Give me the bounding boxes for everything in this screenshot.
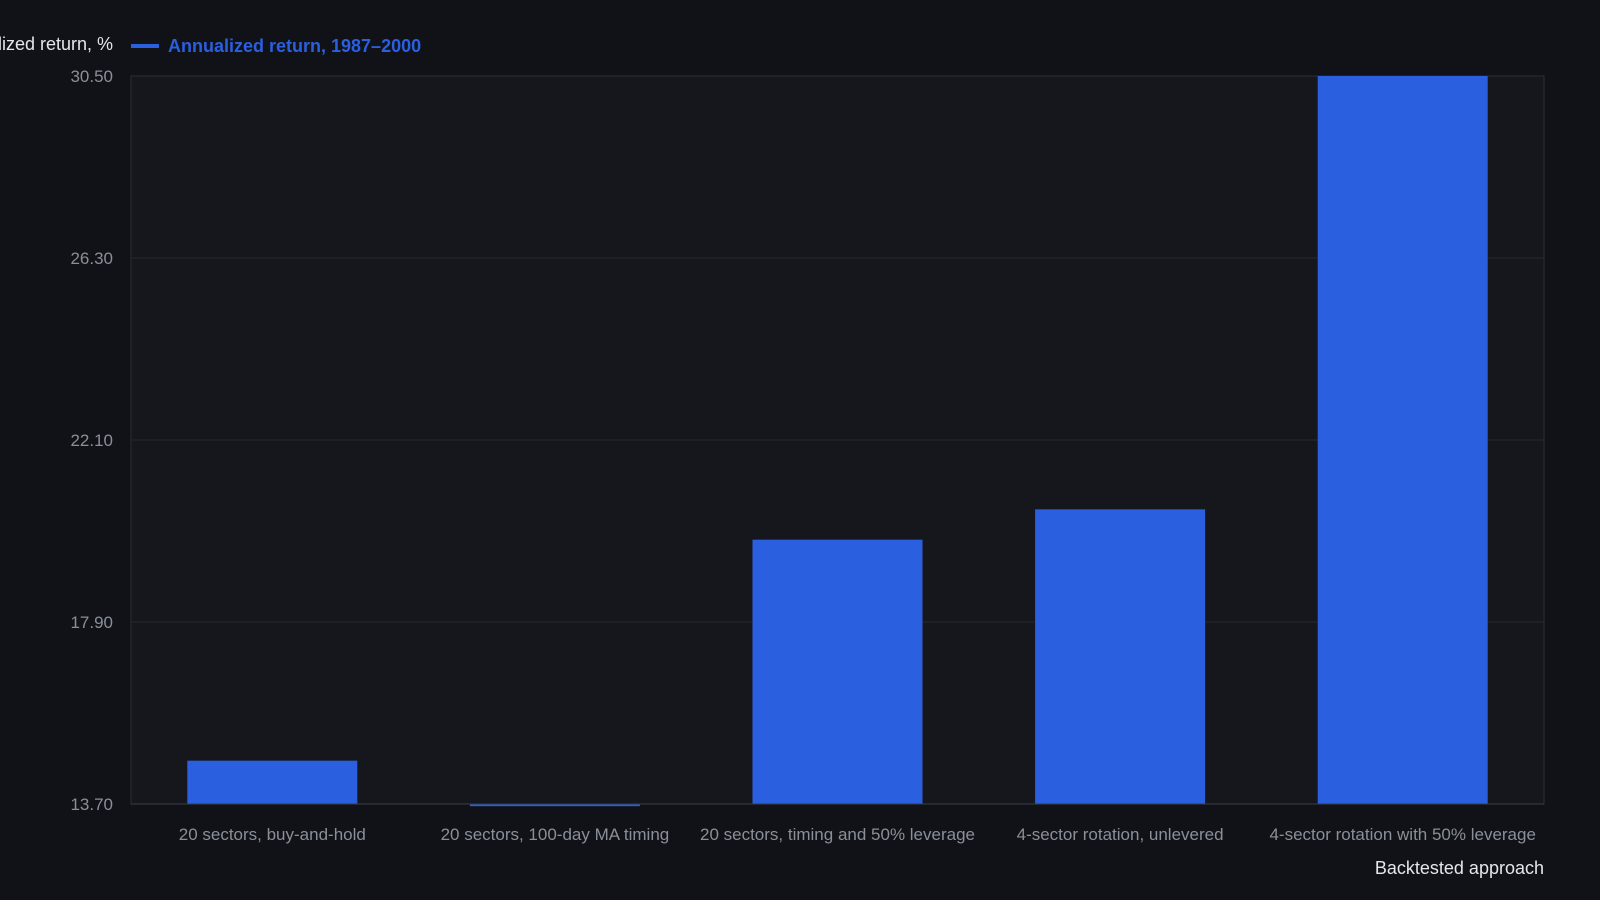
y-axis-title: Annualized return, %	[0, 34, 113, 54]
bar[interactable]	[1317, 76, 1488, 804]
legend-label: Annualized return, 1987–2000	[168, 36, 421, 56]
x-category-label: 20 sectors, timing and 50% leverage	[700, 825, 975, 844]
bar[interactable]	[187, 760, 358, 804]
y-tick-label: 22.10	[70, 431, 113, 450]
x-category-label: 20 sectors, buy-and-hold	[179, 825, 366, 844]
y-tick-label: 30.50	[70, 67, 113, 86]
legend: Annualized return, 1987–2000	[131, 36, 421, 56]
x-category-labels: 20 sectors, buy-and-hold 20 sectors, 100-…	[179, 825, 1536, 844]
y-tick-label: 26.30	[70, 249, 113, 268]
bar[interactable]	[752, 539, 923, 804]
y-tick-labels: 13.70 17.90 22.10 26.30 30.50	[70, 67, 113, 814]
y-tick-label: 17.90	[70, 613, 113, 632]
x-axis-title: Backtested approach	[1375, 858, 1544, 878]
x-category-label: 4-sector rotation with 50% leverage	[1269, 825, 1535, 844]
y-tick-label: 13.70	[70, 795, 113, 814]
x-category-label: 20 sectors, 100-day MA timing	[441, 825, 670, 844]
bars	[187, 76, 1488, 807]
bar[interactable]	[1035, 509, 1206, 804]
x-category-label: 4-sector rotation, unlevered	[1017, 825, 1224, 844]
bar[interactable]	[469, 804, 640, 807]
